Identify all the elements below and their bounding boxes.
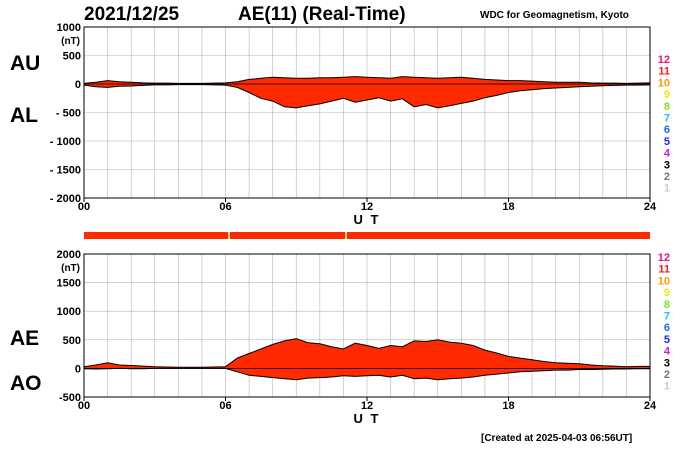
hour-key-label: 12 xyxy=(658,54,670,66)
plot-frame xyxy=(83,26,651,199)
y-axis-unit: (nT) xyxy=(61,36,80,47)
hour-key-label: 12 xyxy=(658,252,670,264)
au-al-chart: 00 06 12 18 24 1000 500 0 - 500 - 1000 - 1500 - 200… xyxy=(50,22,657,227)
hour-key-label: 11 xyxy=(658,66,670,78)
hour-key-label: 1 xyxy=(664,381,670,393)
y-tick-label: 500 xyxy=(63,335,81,347)
hour-key-label: 10 xyxy=(658,77,670,89)
hour-key-label: 7 xyxy=(664,113,670,125)
ao-label: AO xyxy=(10,372,42,395)
au-label: AU xyxy=(10,52,41,75)
x-tick-label: 06 xyxy=(219,400,231,412)
y-tick-label: - 500 xyxy=(56,108,81,120)
hour-coverage-bar xyxy=(84,232,650,239)
x-tick-label: 18 xyxy=(502,400,514,412)
hour-key-label: 8 xyxy=(664,299,670,311)
hour-key-label: 3 xyxy=(664,357,670,369)
date-title: 2021/12/25 xyxy=(84,4,180,25)
coverage-gap xyxy=(345,232,347,239)
hour-key-label: 11 xyxy=(658,264,670,276)
hour-key-label: 1 xyxy=(664,183,670,195)
hour-key-label: 3 xyxy=(664,159,670,171)
hour-key-label: 9 xyxy=(664,287,670,299)
y-tick-label: -500 xyxy=(59,392,81,404)
x-tick-label: 00 xyxy=(78,201,90,213)
y-tick-label: - 1000 xyxy=(50,136,81,148)
coverage-fill xyxy=(84,232,650,239)
y-tick-label: 2000 xyxy=(57,249,81,261)
y-axis-unit: (nT) xyxy=(61,263,80,274)
x-tick-label: 00 xyxy=(78,400,90,412)
x-tick-label: 24 xyxy=(644,400,657,412)
hour-key-label: 7 xyxy=(664,311,670,323)
ae-label: AE xyxy=(10,327,40,350)
index-fill-area xyxy=(84,338,650,380)
x-tick-label: 12 xyxy=(361,400,373,412)
ae-series-line xyxy=(83,338,650,368)
ae-ao-chart: 00 06 12 18 24 2000 1500 1000 500 0 -500 (nT) U T xyxy=(57,249,657,426)
x-tick-label: 18 xyxy=(502,201,514,213)
al-series-line xyxy=(83,84,651,109)
hour-key-label: 8 xyxy=(664,101,670,113)
au-series-line xyxy=(83,76,651,84)
hour-key-label: 2 xyxy=(664,171,670,183)
y-tick-label: 1000 xyxy=(57,22,81,34)
y-tick-label: 0 xyxy=(75,79,81,91)
x-tick-label: 12 xyxy=(361,201,373,213)
al-label: AL xyxy=(10,104,38,127)
hour-key-label: 2 xyxy=(664,369,670,381)
x-tick-label: 06 xyxy=(219,201,231,213)
y-tick-label: 0 xyxy=(75,363,81,375)
hour-key-label: 6 xyxy=(664,124,670,136)
hour-key-label: 6 xyxy=(664,322,670,334)
created-timestamp: [Created at 2025-04-03 06:56UT] xyxy=(481,433,633,444)
org-label: WDC for Geomagnetism, Kyoto xyxy=(480,10,629,21)
hour-key-label: 4 xyxy=(664,148,671,160)
x-axis-label: U T xyxy=(354,212,381,227)
plot-frame xyxy=(83,253,651,398)
x-axis-label: U T xyxy=(354,411,381,426)
x-tick-label: 24 xyxy=(644,201,657,213)
hour-key-label: 4 xyxy=(664,346,671,358)
y-tick-label: 1000 xyxy=(57,306,81,318)
y-tick-label: - 1500 xyxy=(50,165,81,177)
hour-key-label: 5 xyxy=(664,334,670,346)
index-fill-area xyxy=(84,76,650,108)
y-tick-label: 500 xyxy=(63,51,81,63)
index-title: AE(11) (Real-Time) xyxy=(238,4,406,25)
y-tick-label: - 2000 xyxy=(50,193,81,205)
hour-key-label: 5 xyxy=(664,136,670,148)
hour-key-label: 9 xyxy=(664,89,670,101)
y-tick-label: 1500 xyxy=(57,278,81,290)
hour-key-label: 10 xyxy=(658,275,670,287)
coverage-gap xyxy=(228,232,230,239)
